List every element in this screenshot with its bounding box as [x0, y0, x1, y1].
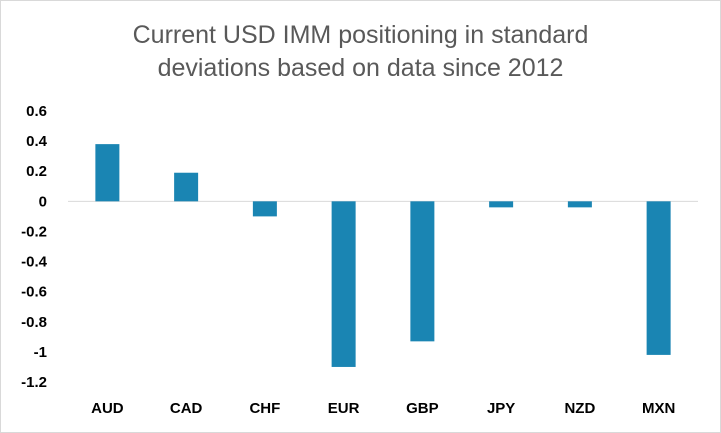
- bar-nzd: [567, 201, 592, 208]
- y-tick-label: -0.2: [21, 223, 47, 240]
- x-tick-label-aud: AUD: [91, 400, 124, 417]
- x-tick-label-eur: EUR: [328, 400, 360, 417]
- y-tick-label: -0.8: [21, 314, 47, 331]
- y-tick-label: -0.4: [21, 254, 48, 271]
- bar-chf: [252, 201, 277, 217]
- y-tick-label: -0.6: [21, 284, 47, 301]
- x-tick-label-chf: CHF: [249, 400, 280, 417]
- y-tick-label: 0.6: [26, 103, 47, 120]
- y-tick-label: 0.2: [26, 163, 47, 180]
- y-tick-label: -1: [34, 344, 47, 361]
- x-tick-label-jpy: JPY: [487, 400, 515, 417]
- y-tick-label: -1.2: [21, 374, 47, 391]
- bar-jpy: [489, 201, 514, 208]
- chart-title-line-1: Current USD IMM positioning in standard: [132, 21, 589, 49]
- chart-title: Current USD IMM positioning in standard …: [1, 19, 720, 85]
- y-tick-label: 0: [39, 193, 47, 210]
- x-tick-label-nzd: NZD: [564, 400, 595, 417]
- bar-eur: [331, 201, 356, 367]
- bar-gbp: [410, 201, 435, 342]
- bar-aud: [95, 144, 120, 202]
- x-tick-label-mxn: MXN: [642, 400, 675, 417]
- y-tick-label: 0.4: [26, 133, 48, 150]
- x-tick-label-gbp: GBP: [406, 400, 439, 417]
- bar-mxn: [646, 201, 671, 355]
- chart-title-line-2: deviations based on data since 2012: [157, 54, 564, 82]
- bar-cad: [174, 172, 199, 202]
- x-tick-label-cad: CAD: [170, 400, 203, 417]
